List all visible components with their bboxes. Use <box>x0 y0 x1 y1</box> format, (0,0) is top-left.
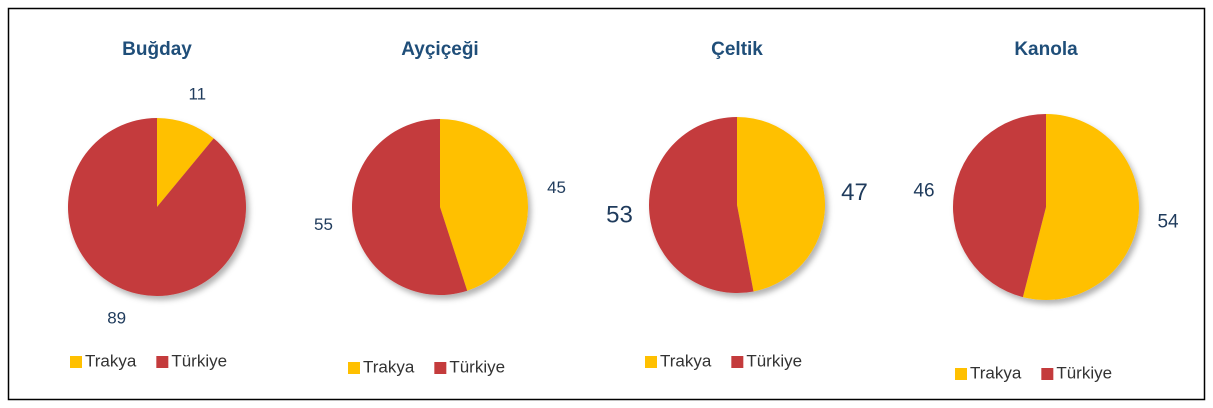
chart-title: Kanola <box>1014 39 1078 60</box>
data-label: 53 <box>606 201 633 228</box>
data-label: 46 <box>913 181 934 202</box>
legend-swatch <box>955 368 967 380</box>
pie-slice <box>737 116 826 292</box>
pie-slice <box>351 119 468 295</box>
pie <box>67 118 246 296</box>
pie <box>351 119 528 295</box>
data-label: 11 <box>188 85 206 104</box>
legend-label: Türkiye <box>1056 363 1112 382</box>
legend-label: Trakya <box>363 357 415 376</box>
pie-slice <box>67 118 246 296</box>
pie-slice <box>952 114 1046 298</box>
legend-swatch <box>434 362 447 374</box>
legend-swatch <box>731 356 744 368</box>
legend-label: Türkiye <box>449 357 505 376</box>
pie-slice <box>649 117 754 293</box>
legend-swatch <box>70 356 82 368</box>
pie-slice <box>1022 114 1139 300</box>
legend-label: Türkiye <box>746 351 802 370</box>
data-label: 54 <box>1157 211 1179 232</box>
pie <box>649 116 826 293</box>
data-label: 55 <box>314 215 333 234</box>
pie <box>952 114 1139 300</box>
legend-swatch <box>645 356 657 368</box>
legend-label: Trakya <box>660 351 712 370</box>
chart-title: Çeltik <box>711 39 763 60</box>
pie-slice <box>157 118 214 207</box>
legend-swatch <box>1041 368 1054 380</box>
chart-title: Ayçiçeği <box>401 39 478 60</box>
legend-label: Trakya <box>970 363 1022 382</box>
legend-label: Türkiye <box>171 351 227 370</box>
data-label: 89 <box>107 308 126 327</box>
data-label: 45 <box>547 178 566 197</box>
data-label: 47 <box>841 179 868 206</box>
legend-label: Trakya <box>85 351 137 370</box>
legend-swatch <box>348 362 360 374</box>
pie-slice <box>440 119 528 291</box>
legend-swatch <box>156 356 169 368</box>
chart-title: Buğday <box>122 39 192 60</box>
